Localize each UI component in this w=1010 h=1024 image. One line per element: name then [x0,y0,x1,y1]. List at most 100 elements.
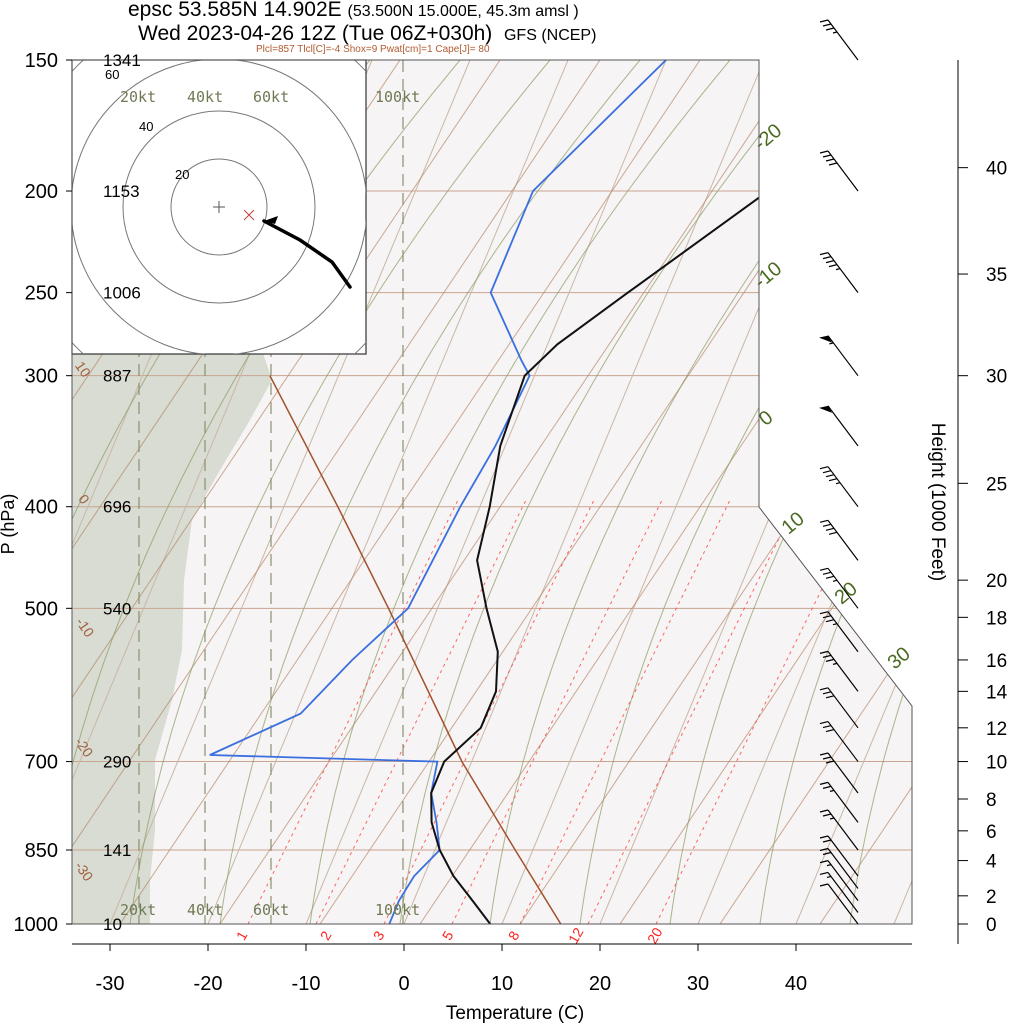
isotherm-label: 10 [778,508,809,539]
isotherm [795,60,912,924]
dry-adiabat [219,60,801,924]
wind-barb-flag [819,466,829,470]
x-tick-label: 10 [491,973,513,995]
wind-barb-flag [825,760,835,764]
mixing-ratio-line [315,499,527,924]
wind-barb [819,650,859,692]
wind-barb [819,252,859,294]
wind-barb-flag [819,860,829,864]
height-kft-label: 30 [986,367,1007,388]
wind-barb-half-flag [829,817,835,820]
model-name: GFS (NCEP) [503,27,597,44]
wind-barb-flag [819,847,829,852]
wind-barb-half-flag [832,579,838,582]
speed-guide-label-bottom: 100kt [375,901,420,919]
hodograph-plot: 20 40 60 [72,60,366,354]
wind-barb-staff [827,252,859,294]
height-kft-label: 6 [986,822,997,843]
wind-barb-flag [825,260,835,264]
x-tick-label: 0 [398,973,409,995]
wind-barb-flag [822,724,832,729]
wind-barb-staff [827,687,859,729]
mixing-ratio-line [587,499,799,924]
speed-guide-label-bottom: 60kt [253,901,289,919]
wind-barb-flag [822,813,832,817]
hodograph-trace [262,219,352,289]
wind-barb-half-flag [826,864,832,867]
mixing-ratio-label: 12 [565,925,587,947]
wind-barb [819,781,859,823]
wind-barb-flag [819,687,829,691]
wind-barb-staff [827,650,859,692]
height-m-label: 1341 [103,51,141,70]
pressure-tick-label: 850 [25,840,58,862]
pressure-tick-label: 300 [25,366,58,388]
wind-barb [819,466,859,508]
wind-barb-flag [825,575,835,579]
wind-barb [819,567,859,609]
wind-barb [819,720,859,762]
mixing-ratio-label: 5 [439,928,457,943]
y-axis-label: P (hPa) [0,494,18,555]
speed-guide-label-top: 60kt [253,88,289,106]
mixing-ratio-label: 3 [370,928,388,943]
height-kft-label: 8 [986,790,997,811]
wind-barb-flag [819,871,829,876]
height-m-label: 1006 [103,284,141,303]
speed-guide-label-top: 20kt [120,88,156,106]
wind-barb [819,752,859,794]
height-m-label: 540 [103,599,131,618]
wind-barb-staff [827,150,859,192]
wind-barb-pennant [819,335,832,343]
height-m-label: 696 [103,498,131,517]
wind-barb-flag [822,571,832,575]
wind-barb-flag [825,619,835,623]
parcel-curve [269,375,562,924]
wind-barb-flag [819,567,829,571]
wind-barb [819,519,859,561]
wind-barb [819,809,859,851]
height-kft-label: 12 [986,719,1007,740]
hodograph-ring [170,158,268,256]
wind-barb-flag [825,527,835,531]
wind-barb [819,405,859,447]
dry-adiabat [72,60,601,924]
pressure-tick-label: 200 [25,181,58,203]
pressure-tick-label: 1000 [14,914,59,936]
wind-barb-staff [827,335,859,377]
x-tick-label: -30 [96,973,125,995]
moist-adiabat [309,60,731,924]
wind-barb-flag [828,264,838,268]
wind-barb [819,19,859,61]
mixing-ratio-label: 1 [233,928,251,943]
moist-adiabat [129,60,551,924]
hodograph-center [213,201,225,213]
height-kft-label: 20 [986,571,1007,592]
height-m-label: 887 [103,367,131,386]
hodograph-ring-label: 40 [139,119,153,134]
wind-barb-flag [822,785,832,789]
wind-barbs [819,19,859,925]
height-kft-label: 25 [986,474,1007,495]
wind-barb-staff [827,19,859,61]
mixing-ratio-label: 2 [317,928,335,943]
x-axis-label: Temperature (C) [446,1003,584,1024]
height-kft-label: 0 [986,915,997,936]
height-kft-label: 2 [986,887,997,908]
height-kft-label: 35 [986,265,1007,286]
dry-adiabat [719,60,912,924]
wind-barb-half-flag [829,789,835,792]
wind-barb-flag [819,150,829,154]
wind-barb [819,335,859,377]
wind-barb-staff [827,721,859,762]
moist-adiabat [399,60,821,924]
mixing-ratio-line [451,499,663,924]
wind-barb-flag [819,781,829,785]
wind-barb-flag [825,158,835,162]
wind-barb-flag [825,474,835,478]
wind-barb-flag [822,851,832,856]
wind-barb-half-flag [832,31,838,34]
height-kft-label: 40 [986,159,1007,180]
wind-barb [819,687,859,729]
x-tick-label: -20 [194,973,223,995]
